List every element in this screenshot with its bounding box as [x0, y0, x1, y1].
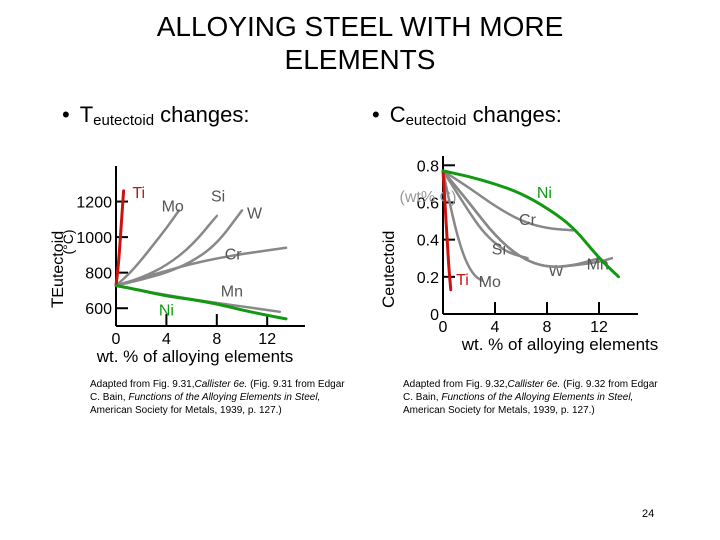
y-tick-label: 0.2	[417, 270, 439, 287]
y-axis-label-main: T	[48, 298, 67, 308]
x-tick-label: 0	[439, 319, 448, 336]
caption-book: Callister 6e.	[507, 379, 561, 390]
bullet-sub: eutectoid	[93, 112, 155, 129]
y-axis-label-sub: eutectoid	[381, 231, 398, 296]
caption-part3: American Society for Metals, 1939, p. 12…	[90, 405, 282, 416]
y-tick-label: 0.4	[417, 233, 439, 250]
bullet-dot: •	[372, 102, 380, 127]
x-tick-label: 12	[590, 319, 608, 336]
series-label-mn: Mn	[221, 284, 243, 301]
bullet-sub: eutectoid	[405, 112, 467, 129]
bullet-main: T	[79, 102, 94, 127]
y-tick-label: 1200	[76, 195, 112, 212]
bullet-teutectoid: • Teutectoid changes:	[62, 102, 250, 129]
caption-part2: (Fig. 9.32 from Edgar C. Bain,	[403, 379, 658, 403]
series-label-w: W	[247, 205, 263, 222]
x-axis-label: wt. % of alloying elements	[461, 335, 659, 354]
x-tick-label: 8	[212, 331, 221, 348]
y-tick-label: 0.8	[417, 158, 439, 175]
series-label-mo: Mo	[162, 198, 184, 215]
y-tick-label: 0	[430, 307, 439, 324]
series-line-ni	[114, 284, 288, 321]
y-axis-label-main: C	[379, 296, 398, 308]
series-label-si: Si	[492, 242, 506, 259]
series-line-ni	[441, 169, 621, 279]
series-line-si	[441, 169, 529, 260]
series-label-si: Si	[211, 189, 225, 206]
caption-part1: Adapted from Fig. 9.31,	[90, 379, 195, 390]
title-line-1: ALLOYING STEEL WITH MORE	[156, 11, 564, 42]
caption-work: Functions of the Alloying Elements in St…	[441, 392, 634, 403]
caption-part3: American Society for Metals, 1939, p. 12…	[403, 405, 595, 416]
series-line-w	[114, 209, 244, 287]
caption-part1: Adapted from Fig. 9.32,	[403, 379, 508, 390]
y-tick-label: 600	[85, 301, 112, 318]
series-label-ni: Ni	[159, 302, 174, 319]
caption-part2: (Fig. 9.31 from Edgar C. Bain,	[90, 379, 345, 403]
page-number: 24	[642, 508, 655, 520]
series-line-mo	[441, 169, 484, 282]
caption-book: Callister 6e.	[194, 379, 248, 390]
series-label-mo: Mo	[479, 274, 501, 291]
series-line-mo	[114, 209, 181, 287]
caption-right: Adapted from Fig. 9.32,Callister 6e. (Fi…	[403, 378, 668, 417]
y-axis-label-sub: Eutectoid	[50, 231, 67, 298]
y-tick-label: 800	[85, 266, 112, 283]
bullet-dot: •	[62, 102, 70, 127]
series-label-cr: Cr	[519, 212, 537, 229]
caption-work: Functions of the Alloying Elements in St…	[128, 392, 321, 403]
y-tick-label: 0.6	[417, 195, 439, 212]
title-line-2: ELEMENTS	[284, 44, 436, 75]
y-axis-unit-label: (°C)	[60, 229, 76, 254]
series-label-cr: Cr	[225, 246, 243, 263]
bullet-main: C	[389, 102, 406, 127]
bullet-ceutectoid: • Ceutectoid changes:	[372, 102, 562, 129]
x-tick-label: 0	[112, 331, 121, 348]
series-label-ti: Ti	[132, 185, 145, 202]
y-tick-label: 1000	[76, 230, 112, 247]
x-tick-label: 4	[491, 319, 500, 336]
series-line-ti	[441, 169, 453, 292]
series-label-ti: Ti	[456, 272, 469, 289]
series-line-cr	[114, 246, 288, 287]
caption-left: Adapted from Fig. 9.31,Callister 6e. (Fi…	[90, 378, 355, 417]
series-line-cr	[441, 169, 575, 232]
slide-title: ALLOYING STEEL WITH MORE ELEMENTS	[60, 10, 660, 76]
series-label-ni: Ni	[537, 185, 552, 202]
x-tick-label: 8	[543, 319, 552, 336]
x-tick-label: 12	[258, 331, 276, 348]
x-tick-label: 4	[162, 331, 171, 348]
bullet-rest: changes:	[154, 102, 250, 127]
y-axis-unit-label: (wt% C)	[400, 189, 457, 206]
x-axis-label: wt. % of alloying elements	[96, 347, 294, 366]
series-line-ti	[114, 189, 126, 288]
y-axis-label: Ceutectoid	[379, 231, 398, 308]
bullet-rest: changes:	[466, 102, 562, 127]
y-axis-label: TEutectoid	[48, 231, 67, 308]
